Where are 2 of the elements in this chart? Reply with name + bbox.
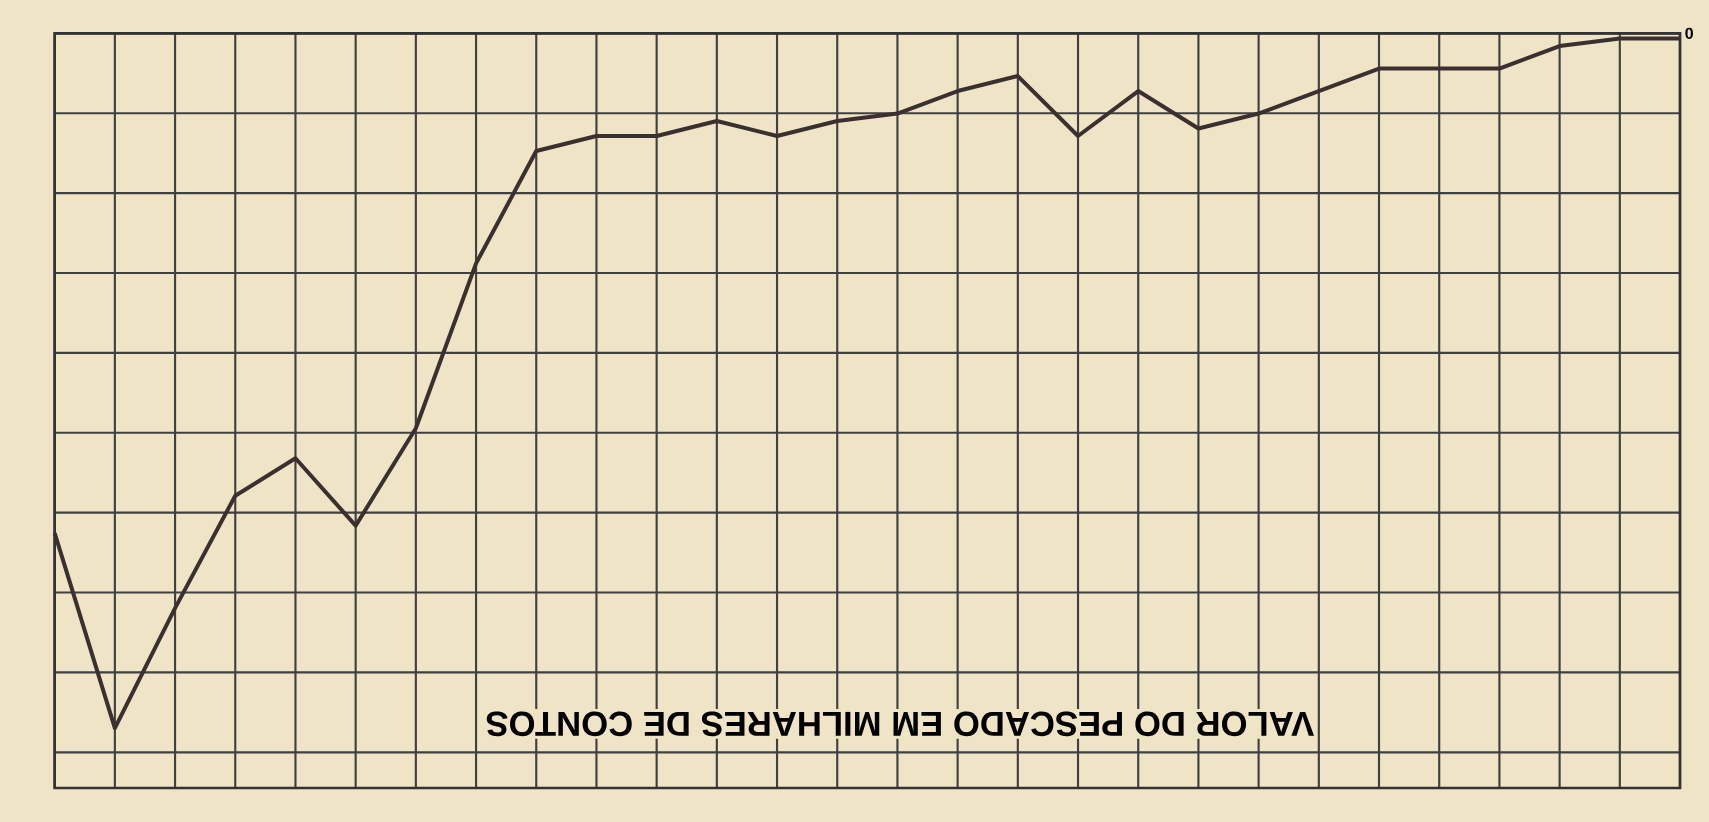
annotation: VALOR DO PESCADO EM MILHARES DE CONTOS: [486, 711, 1315, 737]
text: 0: [1685, 27, 1693, 39]
